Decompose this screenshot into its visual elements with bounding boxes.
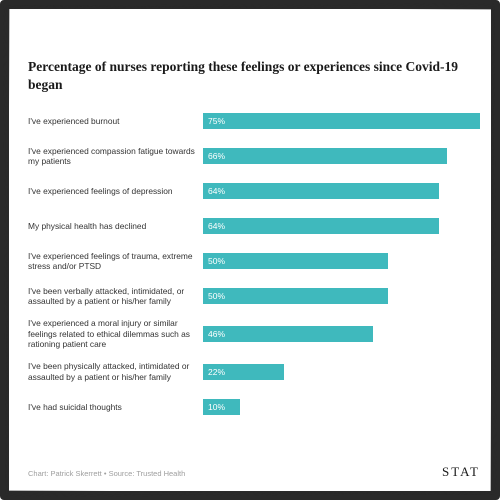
bar-value: 75% xyxy=(208,116,225,126)
bar-area: 50% xyxy=(203,288,480,304)
bar-area: 10% xyxy=(203,399,480,415)
chart-row: I've experienced burnout 75% xyxy=(28,108,480,134)
bar-area: 64% xyxy=(203,218,480,234)
chart-row: I've experienced feelings of depression 6… xyxy=(28,178,480,204)
row-label: I've experienced feelings of depression xyxy=(28,186,203,197)
bar: 22% xyxy=(203,364,284,380)
row-label: I've experienced compassion fatigue towa… xyxy=(28,146,203,167)
bar: 64% xyxy=(203,218,439,234)
chart-credit: Chart: Patrick Skerrett • Source: Truste… xyxy=(28,469,185,478)
bar-value: 50% xyxy=(208,256,225,266)
bar-area: 66% xyxy=(203,148,480,164)
bar-area: 75% xyxy=(203,113,480,129)
brand-logo: STAT xyxy=(442,464,480,480)
bar-area: 64% xyxy=(203,183,480,199)
chart-container: Percentage of nurses reporting these fee… xyxy=(28,18,480,482)
chart-row: I've had suicidal thoughts 10% xyxy=(28,394,480,420)
row-label: I've had suicidal thoughts xyxy=(28,402,203,413)
chart-row: I've experienced compassion fatigue towa… xyxy=(28,143,480,169)
chart-row: I've been physically attacked, intimidat… xyxy=(28,359,480,385)
bar: 10% xyxy=(203,399,240,415)
chart-row: I've experienced a moral injury or simil… xyxy=(28,318,480,350)
chart-footer: Chart: Patrick Skerrett • Source: Truste… xyxy=(28,464,480,480)
bar-value: 46% xyxy=(208,329,225,339)
row-label: I've experienced a moral injury or simil… xyxy=(28,318,203,350)
bar-value: 22% xyxy=(208,367,225,377)
bar: 50% xyxy=(203,253,388,269)
row-label: I've experienced burnout xyxy=(28,116,203,127)
chart-rows: I've experienced burnout75%I've experien… xyxy=(28,108,480,420)
bar-value: 50% xyxy=(208,291,225,301)
chart-row: I've been verbally attacked, intimidated… xyxy=(28,283,480,309)
bar: 66% xyxy=(203,148,447,164)
row-label: My physical health has declined xyxy=(28,221,203,232)
bar: 64% xyxy=(203,183,439,199)
chart-row: I've experienced feelings of trauma, ext… xyxy=(28,248,480,274)
bar-value: 66% xyxy=(208,151,225,161)
bar-value: 64% xyxy=(208,221,225,231)
bar: 50% xyxy=(203,288,388,304)
row-label: I've been verbally attacked, intimidated… xyxy=(28,286,203,307)
bar-value: 64% xyxy=(208,186,225,196)
bar-area: 46% xyxy=(203,326,480,342)
bar-value: 10% xyxy=(208,402,225,412)
chart-title: Percentage of nurses reporting these fee… xyxy=(28,58,480,94)
row-label: I've been physically attacked, intimidat… xyxy=(28,361,203,382)
bar-area: 50% xyxy=(203,253,480,269)
row-label: I've experienced feelings of trauma, ext… xyxy=(28,251,203,272)
bar-area: 22% xyxy=(203,364,480,380)
chart-row: My physical health has declined 64% xyxy=(28,213,480,239)
bar: 75% xyxy=(203,113,480,129)
bar: 46% xyxy=(203,326,373,342)
